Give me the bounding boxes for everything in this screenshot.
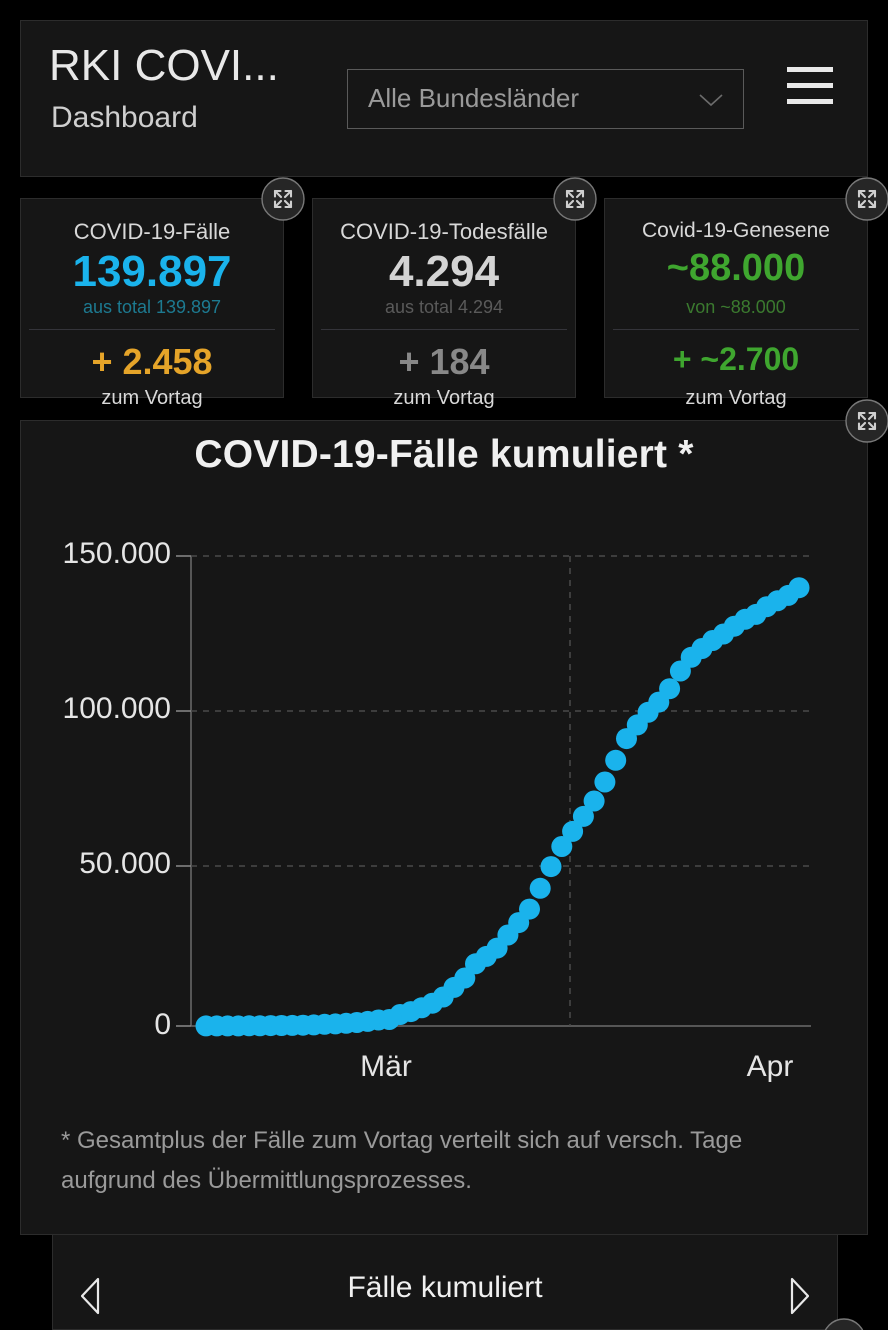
svg-text:150.000: 150.000 (63, 537, 171, 570)
svg-text:Apr: Apr (747, 1050, 794, 1083)
svg-text:50.000: 50.000 (79, 847, 171, 880)
svg-text:0: 0 (154, 1008, 171, 1041)
svg-text:Mär: Mär (360, 1050, 412, 1083)
svg-text:100.000: 100.000 (63, 692, 171, 725)
